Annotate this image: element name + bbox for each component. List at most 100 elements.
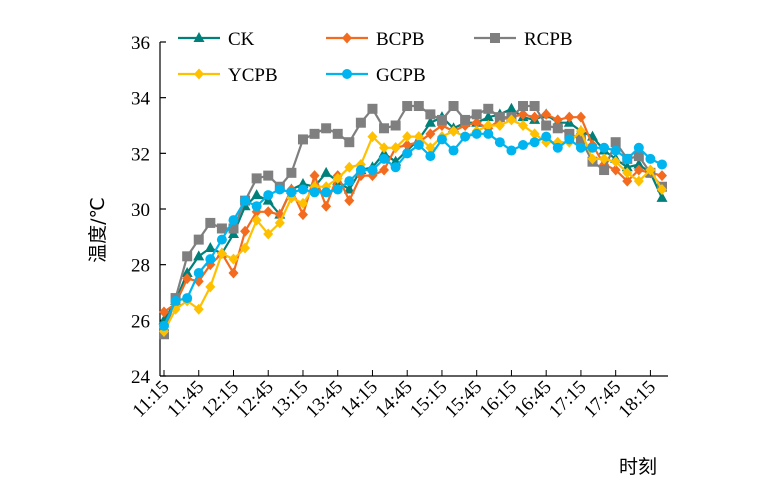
data-point-gcpb: [344, 176, 355, 187]
y-axis-title: 温度/℃: [87, 197, 109, 263]
data-point-ycpb: [205, 281, 216, 293]
data-point-rcpb: [541, 120, 552, 131]
data-point-rcpb: [344, 137, 355, 148]
data-point-ycpb: [344, 161, 355, 173]
data-point-ycpb: [332, 172, 343, 184]
data-point-bcpb: [541, 108, 552, 120]
data-point-gcpb: [390, 162, 401, 173]
data-point-ck: [505, 102, 517, 113]
y-ticks: 24 26 28 30 32 34 36: [131, 33, 166, 388]
data-point-ycpb: [367, 131, 378, 143]
legend-marker-rcpb: [490, 33, 500, 43]
x-tick-label: 16:15: [476, 377, 521, 422]
data-point-gcpb: [367, 165, 378, 176]
data-point-rcpb: [286, 167, 297, 178]
data-point-ycpb: [494, 120, 505, 131]
data-point-ycpb: [402, 131, 413, 143]
data-point-rcpb: [448, 101, 459, 112]
data-point-bcpb: [228, 267, 239, 279]
data-point-ycpb: [518, 120, 529, 131]
data-point-gcpb: [321, 187, 332, 198]
data-point-ck: [204, 241, 216, 252]
legend-item-rcpb: RCPB: [474, 29, 573, 50]
data-point-ck: [181, 267, 193, 278]
data-point-bcpb: [564, 111, 575, 123]
data-point-ycpb: [251, 214, 262, 226]
data-point-bcpb: [240, 225, 251, 237]
data-point-gcpb: [610, 145, 621, 156]
legend-label-gcpb: GCPB: [376, 65, 426, 86]
data-point-ck: [424, 116, 436, 127]
data-point-gcpb: [263, 190, 274, 201]
data-point-gcpb: [402, 148, 413, 159]
data-point-ck: [251, 189, 263, 200]
data-point-gcpb: [483, 128, 494, 139]
data-point-ycpb: [240, 242, 251, 254]
data-point-bcpb: [159, 306, 169, 318]
data-point-rcpb: [552, 123, 563, 134]
data-point-gcpb: [413, 139, 424, 150]
data-point-gcpb: [297, 184, 308, 195]
data-point-bcpb: [657, 170, 667, 182]
data-point-bcpb: [297, 209, 308, 221]
legend-label-rcpb: RCPB: [524, 29, 573, 50]
data-point-bcpb: [309, 170, 320, 182]
data-point-rcpb: [471, 109, 482, 120]
data-point-ycpb: [633, 175, 644, 187]
data-point-ck: [343, 183, 355, 194]
series-line-gcpb: [163, 132, 663, 327]
data-point-ycpb: [448, 125, 459, 137]
data-point-bcpb: [263, 206, 274, 218]
data-point-rcpb: [518, 101, 529, 112]
data-point-gcpb: [436, 134, 447, 145]
data-point-gcpb: [332, 184, 343, 195]
data-point-rcpb: [633, 151, 644, 162]
data-point-rcpb: [355, 117, 366, 128]
data-point-ycpb: [599, 153, 610, 165]
data-point-rcpb: [379, 123, 390, 134]
data-point-bcpb: [552, 114, 563, 126]
legend-item-ck: CK: [178, 29, 255, 50]
y-tick-label: 36: [131, 33, 150, 54]
data-point-rcpb: [332, 128, 343, 139]
x-tick-label: 15:45: [441, 377, 486, 422]
legend-item-ycpb: YCPB: [178, 65, 278, 86]
data-point-gcpb: [240, 195, 251, 206]
data-point-gcpb: [448, 145, 459, 156]
series-bcpb: [159, 108, 667, 318]
legend: CK BCPB RCPB YCPB GCPB: [178, 29, 573, 86]
legend-marker-gcpb: [342, 69, 352, 79]
data-point-ck: [193, 250, 205, 261]
data-point-gcpb: [657, 159, 667, 170]
data-point-rcpb: [599, 165, 610, 176]
data-point-ycpb: [379, 142, 390, 154]
y-tick-label: 26: [131, 311, 150, 332]
data-point-rcpb: [436, 114, 447, 125]
data-point-bcpb: [575, 111, 586, 123]
data-point-gcpb: [251, 201, 262, 212]
data-point-ycpb: [506, 114, 517, 126]
data-point-bcpb: [344, 195, 355, 207]
y-tick-label: 34: [131, 89, 151, 110]
data-point-gcpb: [575, 142, 586, 153]
x-tick-label: 11:45: [163, 377, 208, 422]
data-point-bcpb: [379, 164, 390, 176]
data-point-bcpb: [402, 139, 413, 151]
data-point-ycpb: [297, 197, 308, 209]
data-point-bcpb: [610, 164, 621, 176]
data-point-gcpb: [564, 134, 575, 145]
data-point-gcpb: [379, 153, 390, 164]
data-point-bcpb: [471, 117, 482, 129]
data-point-rcpb: [216, 223, 227, 234]
x-tick-label: 17:15: [545, 377, 590, 422]
data-point-ycpb: [193, 303, 204, 315]
data-point-ycpb: [483, 120, 494, 131]
x-axis-title: 时刻: [619, 456, 657, 478]
data-point-rcpb: [413, 101, 424, 112]
data-point-gcpb: [355, 165, 366, 176]
data-point-ycpb: [425, 142, 436, 154]
x-tick-label: 12:15: [198, 377, 243, 422]
data-point-ycpb: [263, 228, 274, 240]
data-point-gcpb: [506, 145, 517, 156]
data-point-gcpb: [286, 187, 297, 198]
